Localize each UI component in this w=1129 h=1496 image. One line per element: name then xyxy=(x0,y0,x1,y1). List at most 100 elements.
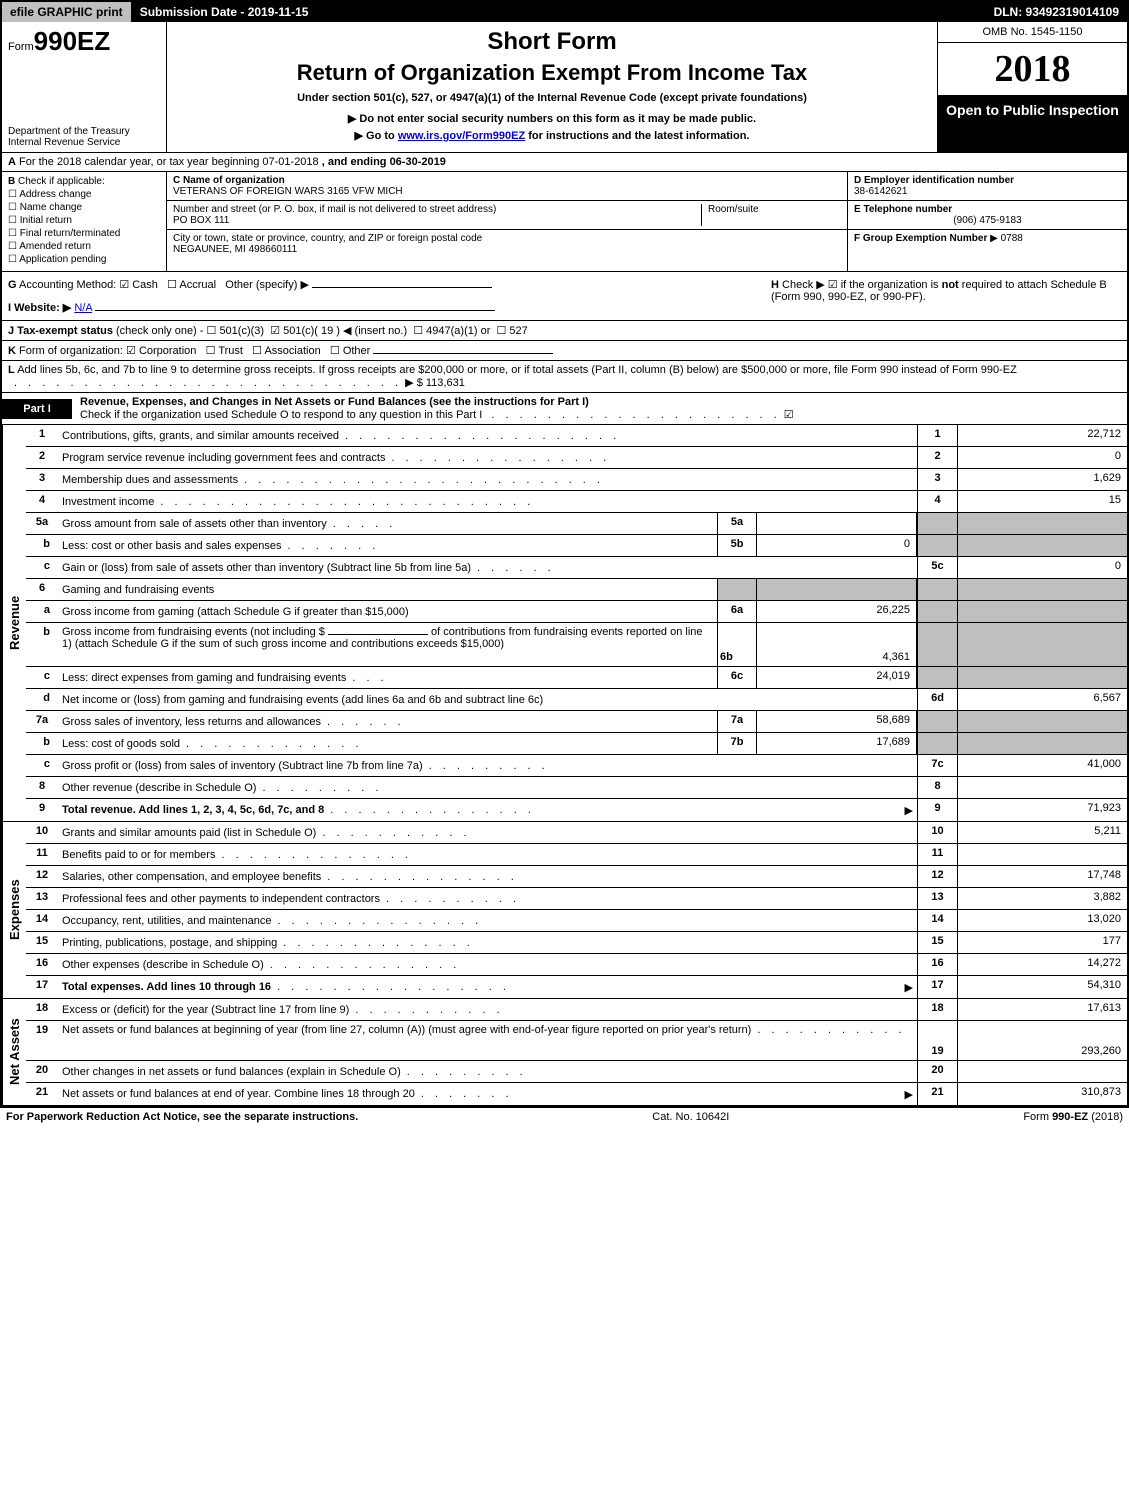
ln7b-rn-shade xyxy=(917,733,957,754)
line-6a: a Gross income from gaming (attach Sched… xyxy=(26,601,1127,623)
street-value: PO BOX 111 xyxy=(173,215,229,226)
header-right: OMB No. 1545-1150 2018 Open to Public In… xyxy=(937,22,1127,152)
ln3-text: Membership dues and assessments xyxy=(62,474,238,486)
efile-print-button[interactable]: efile GRAPHIC print xyxy=(2,2,132,22)
website-value[interactable]: N/A xyxy=(74,302,92,314)
city-label: City or town, state or province, country… xyxy=(173,233,482,244)
ln17-desc: Total expenses. Add lines 10 through 16.… xyxy=(58,976,917,998)
street-row: Number and street (or P. O. box, if mail… xyxy=(167,201,847,230)
line-7b: b Less: cost of goods sold. . . . . . . … xyxy=(26,733,1127,755)
line-5c: c Gain or (loss) from sale of assets oth… xyxy=(26,557,1127,579)
j-note: (check only one) - xyxy=(116,325,203,337)
ln11-num: 11 xyxy=(26,844,58,865)
chk-corp[interactable]: ☑ Corporation xyxy=(126,345,196,357)
chk-4947[interactable]: ☐ 4947(a)(1) or xyxy=(413,325,490,337)
dots: . . . . . . xyxy=(327,716,713,728)
chk-trust[interactable]: ☐ Trust xyxy=(206,345,243,357)
chk-name-change[interactable]: ☐ Name change xyxy=(8,202,160,213)
ln6c-mn: 6c xyxy=(717,667,757,688)
other-specify-blank[interactable] xyxy=(312,287,492,288)
label-k: K xyxy=(8,345,16,357)
line-15: 15 Printing, publications, postage, and … xyxy=(26,932,1127,954)
section-gh: G Accounting Method: ☑ Cash ☐ Accrual Ot… xyxy=(2,272,1127,321)
ln14-num: 14 xyxy=(26,910,58,931)
form-prefix: Form xyxy=(8,41,34,53)
chk-other-k[interactable]: ☐ Other xyxy=(330,345,370,357)
form-990ez: 990EZ xyxy=(34,26,111,56)
ln6-rv-shade xyxy=(957,579,1127,600)
chk-amended-return[interactable]: ☐ Amended return xyxy=(8,241,160,252)
ln5b-text: Less: cost or other basis and sales expe… xyxy=(62,540,282,552)
ln6a-text: Gross income from gaming (attach Schedul… xyxy=(62,606,409,618)
street-label: Number and street (or P. O. box, if mail… xyxy=(173,204,496,215)
line-7c: c Gross profit or (loss) from sales of i… xyxy=(26,755,1127,777)
corp-label: Corporation xyxy=(139,345,196,357)
chk-part1[interactable]: ☑ xyxy=(784,409,794,421)
dots: . . . . . . . xyxy=(288,540,713,552)
chk-cash[interactable]: ☑ Cash xyxy=(119,279,158,291)
chk-h[interactable]: ☑ xyxy=(828,279,838,291)
ln12-rn: 12 xyxy=(917,866,957,887)
e-label: E Telephone number xyxy=(854,204,952,215)
ln7a-mv: 58,689 xyxy=(757,711,917,732)
line-8: 8 Other revenue (describe in Schedule O)… xyxy=(26,777,1127,799)
other-k-label: Other xyxy=(343,345,371,357)
chk-501c3[interactable]: ☐ 501(c)(3) xyxy=(207,325,265,337)
dots: . . . . . . . . . . . . . . . xyxy=(278,915,913,927)
ln13-num: 13 xyxy=(26,888,58,909)
h-text2: if the organization is xyxy=(841,279,942,291)
chk-501c19[interactable]: ☑ 501(c)( 19 ) ◀ (insert no.) xyxy=(270,325,407,337)
chk-address-change[interactable]: ☐ Address change xyxy=(8,189,160,200)
ln6b-desc: Gross income from fundraising events (no… xyxy=(58,623,717,666)
chk-527[interactable]: ☐ 527 xyxy=(496,325,527,337)
ln20-num: 20 xyxy=(26,1061,58,1082)
ln19-text: Net assets or fund balances at beginning… xyxy=(62,1024,751,1036)
section-j: J Tax-exempt status (check only one) - ☐… xyxy=(2,321,1127,341)
ln6d-num: d xyxy=(26,689,58,710)
ln14-desc: Occupancy, rent, utilities, and maintena… xyxy=(58,910,917,931)
ln13-desc: Professional fees and other payments to … xyxy=(58,888,917,909)
dots: . . . . . . . . . . . . . . . . xyxy=(391,452,913,464)
chk-name-change-label: Name change xyxy=(20,202,82,213)
ln6c-text: Less: direct expenses from gaming and fu… xyxy=(62,672,346,684)
ln6c-rv-shade xyxy=(957,667,1127,688)
ln5a-mn: 5a xyxy=(717,513,757,534)
ln19-rn: 19 xyxy=(917,1021,957,1060)
ln8-desc: Other revenue (describe in Schedule O). … xyxy=(58,777,917,798)
ln6c-mv: 24,019 xyxy=(757,667,917,688)
chk-final-return[interactable]: ☐ Final return/terminated xyxy=(8,228,160,239)
chk-accrual[interactable]: ☐ Accrual xyxy=(167,279,216,291)
irs-link[interactable]: www.irs.gov/Form990EZ xyxy=(398,130,525,142)
ln3-val: 1,629 xyxy=(957,469,1127,490)
netassets-label: Net Assets xyxy=(2,999,26,1105)
ln10-desc: Grants and similar amounts paid (list in… xyxy=(58,822,917,843)
label-b: B xyxy=(8,176,15,187)
part1-check-text: Check if the organization used Schedule … xyxy=(80,409,482,421)
ln6b-text1: Gross income from fundraising events (no… xyxy=(62,626,325,638)
ln5b-desc: Less: cost or other basis and sales expe… xyxy=(58,535,717,556)
ln2-num: 2 xyxy=(26,447,58,468)
dots: . . . . . . . . . xyxy=(262,782,913,794)
ln5b-rn-shade xyxy=(917,535,957,556)
city-row: City or town, state or province, country… xyxy=(167,230,847,258)
dots: . . . . . . . . . . . . . . . . . . . . … xyxy=(160,496,913,508)
dots: . . . . . xyxy=(333,518,713,530)
ln6b-blank[interactable] xyxy=(328,634,428,635)
ln15-num: 15 xyxy=(26,932,58,953)
chk-initial-return[interactable]: ☐ Initial return xyxy=(8,215,160,226)
ln4-text: Investment income xyxy=(62,496,154,508)
dots: . . . . . . . xyxy=(421,1088,902,1100)
label-h: H xyxy=(771,279,779,291)
ln6b-rv-shade xyxy=(957,623,1127,666)
ln6b-mn: 6b xyxy=(717,623,757,666)
dept-treasury: Department of the Treasury xyxy=(8,126,160,137)
open-to-public: Open to Public Inspection xyxy=(938,96,1127,152)
chk-assoc[interactable]: ☐ Association xyxy=(252,345,321,357)
line-6: 6 Gaming and fundraising events xyxy=(26,579,1127,601)
do-not-enter-note: ▶ Do not enter social security numbers o… xyxy=(177,112,927,125)
city-value: NEGAUNEE, MI 498660111 xyxy=(173,244,297,255)
ln10-val: 5,211 xyxy=(957,822,1127,843)
ln11-rn: 11 xyxy=(917,844,957,865)
chk-application-pending[interactable]: ☐ Application pending xyxy=(8,254,160,265)
ln6a-num: a xyxy=(26,601,58,622)
